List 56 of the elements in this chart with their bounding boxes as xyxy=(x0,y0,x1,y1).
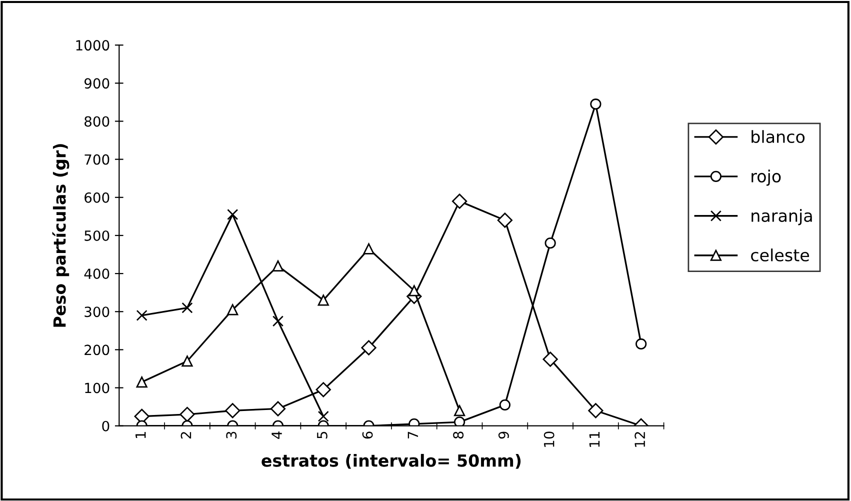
point xyxy=(318,294,329,306)
point xyxy=(270,401,286,416)
point xyxy=(136,310,148,321)
x-tick-label: 6 xyxy=(362,432,373,439)
x-tick-label: 4 xyxy=(272,431,282,439)
x-tick-label: 2 xyxy=(180,432,192,439)
x-tick-label: 3 xyxy=(226,432,237,438)
x-tick-label: 7 xyxy=(408,432,418,438)
x-tick-label: 5 xyxy=(317,432,328,438)
y-tick-label: 300 xyxy=(84,306,110,318)
y-axis-title: Peso partículas (gr) xyxy=(52,144,70,327)
point xyxy=(272,260,284,272)
point xyxy=(590,98,602,110)
x-tick-label: 9 xyxy=(498,432,509,439)
y-tick-label: 200 xyxy=(84,344,110,356)
point xyxy=(542,352,558,367)
point xyxy=(454,405,466,416)
y-tick-label: 900 xyxy=(84,78,110,89)
y-tick-label: 500 xyxy=(84,230,110,241)
legend-label: rojo xyxy=(752,170,781,186)
x-tick-label: 12 xyxy=(634,432,645,447)
y-tick-label: 700 xyxy=(84,154,110,165)
point xyxy=(316,382,331,398)
point xyxy=(227,304,238,316)
x-axis-title: estratos (intervalo= 50mm) xyxy=(262,454,521,469)
point xyxy=(225,403,240,418)
point xyxy=(408,285,420,296)
point xyxy=(452,194,468,209)
point xyxy=(272,316,284,327)
point xyxy=(363,243,374,254)
y-tick-label: 800 xyxy=(84,116,110,127)
point xyxy=(136,376,148,388)
point xyxy=(182,356,193,367)
y-tick-label: 400 xyxy=(84,268,110,280)
x-tick-label: 8 xyxy=(453,432,464,439)
legend-label: naranja xyxy=(752,209,812,226)
y-tick-label: 100 xyxy=(85,382,110,394)
y-tick-label: 600 xyxy=(84,192,110,203)
x-tick-label: 1 xyxy=(136,432,146,438)
point xyxy=(180,406,195,422)
point xyxy=(182,302,193,314)
point xyxy=(227,208,238,220)
x-tick-label: 10 xyxy=(544,432,554,447)
point xyxy=(636,338,647,350)
point xyxy=(544,238,556,249)
y-tick-label: 0 xyxy=(102,420,110,432)
point xyxy=(588,403,604,418)
legend-label: celeste xyxy=(751,248,810,262)
point xyxy=(497,212,512,228)
x-tick-label: 11 xyxy=(589,432,600,447)
point xyxy=(361,340,376,356)
y-tick-label: 1000 xyxy=(76,40,110,51)
point xyxy=(454,416,466,426)
legend-label: blanco xyxy=(752,130,805,144)
point xyxy=(499,399,510,410)
point xyxy=(318,410,329,422)
